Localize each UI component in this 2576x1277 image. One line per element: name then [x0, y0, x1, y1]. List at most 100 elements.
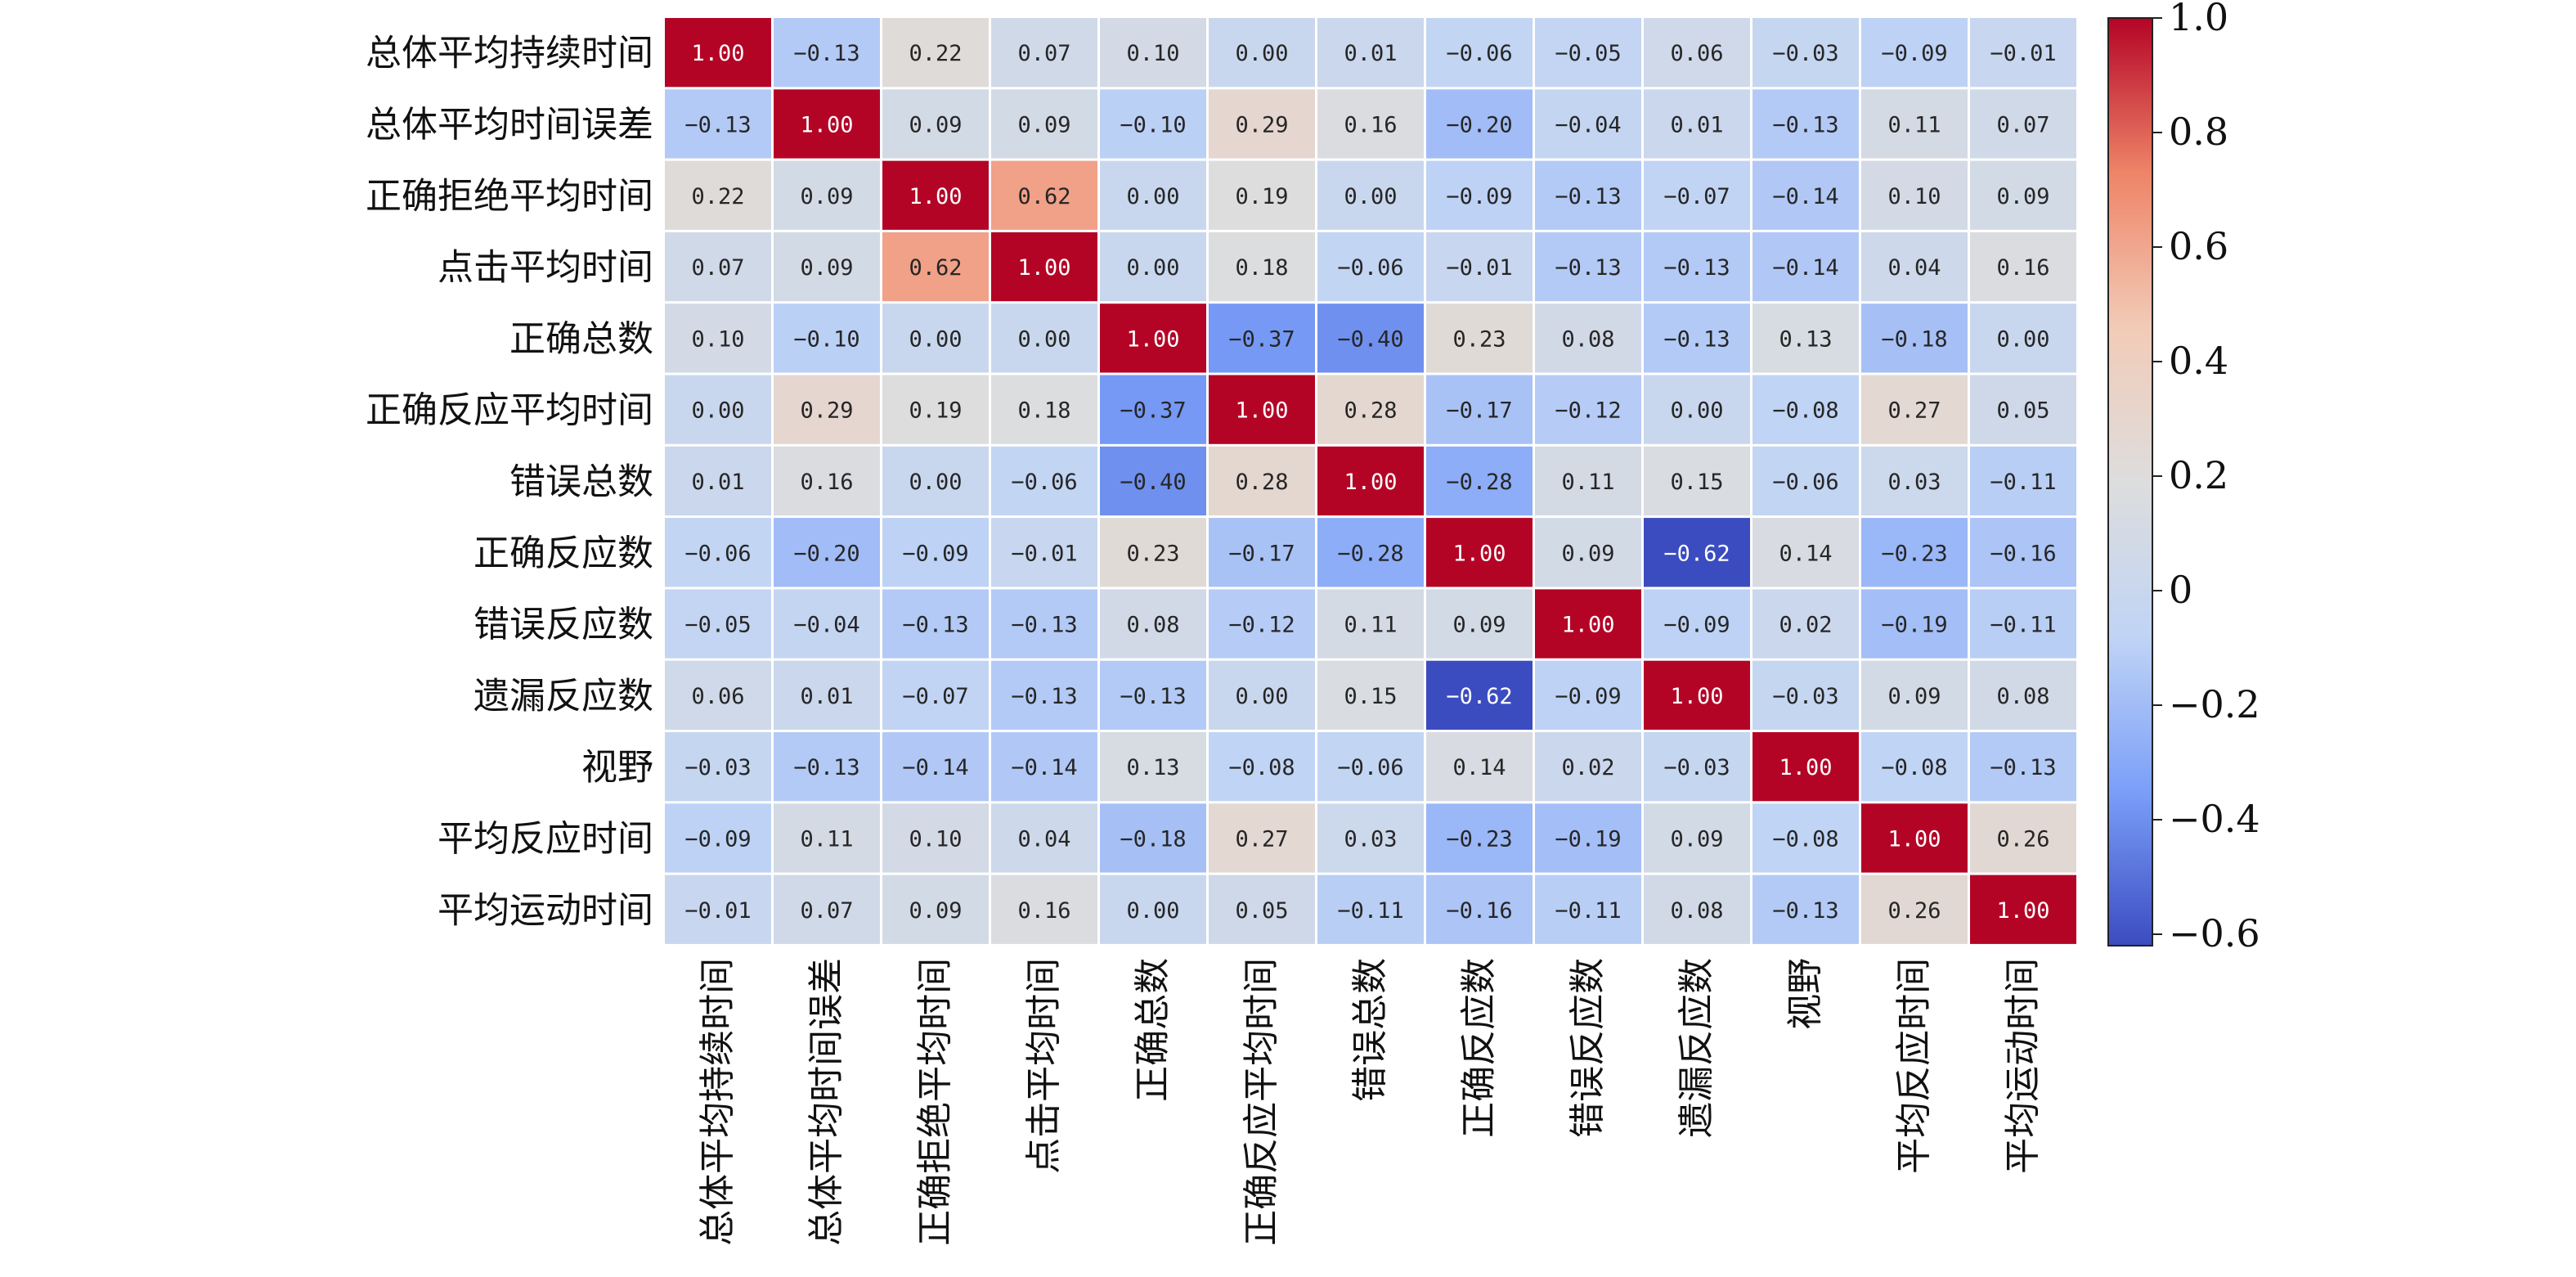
row-label: 总体平均时间误差: [366, 104, 653, 146]
heatmap-cell: [991, 232, 1097, 302]
cell-value-label: −0.04: [793, 613, 859, 638]
cell-value-label: 0.00: [909, 326, 962, 352]
cell-value-label: −0.05: [1555, 41, 1621, 66]
heatmap-cell: [1317, 660, 1424, 730]
heatmap-cell: [1209, 232, 1315, 302]
colorbar-tick-label: 0.6: [2169, 224, 2228, 268]
heatmap-cell: [1861, 160, 1968, 230]
cell-value-label: −0.11: [1337, 898, 1403, 924]
cell-value-label: 1.00: [1996, 898, 2049, 924]
cell-value-label: 0.29: [1235, 112, 1288, 137]
heatmap-cell: [665, 446, 771, 516]
cell-value-label: −0.13: [1663, 326, 1730, 352]
cell-value-label: 1.00: [800, 112, 853, 137]
heatmap-cell: [774, 875, 880, 944]
heatmap-cell: [1100, 660, 1206, 730]
heatmap-cell: [1861, 446, 1968, 516]
heatmap-cell: [665, 803, 771, 873]
cell-value-label: −0.06: [1772, 470, 1838, 495]
heatmap-cell: [1535, 18, 1641, 88]
cell-value-label: 0.29: [800, 398, 853, 424]
cell-value-label: −0.01: [684, 898, 751, 924]
heatmap-cell: [1861, 232, 1968, 302]
cell-value-label: −0.10: [1120, 112, 1186, 137]
column-label: 错误反应数: [1567, 958, 1609, 1138]
cell-value-label: 0.09: [1452, 613, 1506, 638]
heatmap-cell: [774, 232, 880, 302]
cell-value-label: −0.40: [1337, 326, 1403, 352]
row-label: 正确反应数: [473, 533, 653, 574]
cell-value-label: 0.01: [691, 470, 744, 495]
cell-value-label: −0.17: [1446, 398, 1512, 424]
heatmap-cell: [1100, 375, 1206, 444]
cell-value-label: 0.27: [1235, 826, 1288, 852]
cell-value-label: 0.09: [800, 255, 853, 281]
column-label: 视野: [1784, 958, 1826, 1030]
heatmap-cell: [882, 589, 989, 659]
row-label: 错误反应数: [473, 604, 653, 645]
cell-value-label: 0.00: [909, 470, 962, 495]
cell-value-label: −0.04: [1555, 112, 1621, 137]
cell-value-label: −0.28: [1446, 470, 1512, 495]
heatmap-cell: [1752, 18, 1859, 88]
cell-value-label: 0.08: [1996, 684, 2049, 709]
heatmap-cell: [1644, 232, 1750, 302]
cell-value-label: 0.08: [1126, 613, 1179, 638]
heatmap-cell: [1317, 732, 1424, 802]
cell-value-label: 0.09: [1670, 826, 1723, 852]
heatmap-cell: [1100, 589, 1206, 659]
heatmap-cell: [991, 803, 1097, 873]
heatmap-cell: [991, 375, 1097, 444]
cell-value-label: −0.19: [1555, 826, 1621, 852]
heatmap-cells: 1.00 −0.13 0.22 0.07 0.10 0.00 0.01 −0.06 −0.05 0…: [665, 18, 2076, 944]
cell-value-label: −0.08: [1772, 826, 1838, 852]
heatmap-cell: [1970, 446, 2076, 516]
heatmap-cell: [1861, 803, 1968, 873]
heatmap-cell: [882, 160, 989, 230]
cell-value-label: 0.16: [1996, 255, 2049, 281]
heatmap-cell: [1317, 232, 1424, 302]
cell-value-label: 0.23: [1126, 541, 1179, 566]
heatmap-cell: [774, 732, 880, 802]
cell-value-label: −0.18: [1120, 826, 1186, 852]
cell-value-label: −0.18: [1881, 326, 1947, 352]
heatmap-cell: [1861, 660, 1968, 730]
cell-value-label: −0.11: [1990, 470, 2056, 495]
cell-value-label: −0.20: [793, 541, 859, 566]
column-label: 遗漏反应数: [1676, 958, 1717, 1138]
heatmap-cell: [1426, 875, 1533, 944]
cell-value-label: −0.13: [1120, 684, 1186, 709]
row-label: 总体平均持续时间: [366, 33, 653, 74]
cell-value-label: 0.15: [1670, 470, 1723, 495]
column-label: 错误总数: [1349, 958, 1391, 1102]
heatmap-cell: [1426, 304, 1533, 373]
cell-value-label: −0.23: [1446, 826, 1512, 852]
column-label: 总体平均时间误差: [806, 958, 847, 1246]
heatmap-cell: [1535, 660, 1641, 730]
heatmap-cell: [1861, 518, 1968, 587]
cell-value-label: 0.10: [909, 826, 962, 852]
cell-value-label: −0.11: [1555, 898, 1621, 924]
cell-value-label: 0.00: [1996, 326, 2049, 352]
cell-value-label: 0.03: [1344, 826, 1397, 852]
heatmap-cell: [1426, 589, 1533, 659]
heatmap-cell: [1970, 304, 2076, 373]
heatmap-cell: [1752, 518, 1859, 587]
heatmap-cell: [1209, 589, 1315, 659]
cell-value-label: 0.05: [1235, 898, 1288, 924]
cell-value-label: −0.08: [1772, 398, 1838, 424]
heatmap-cell: [665, 732, 771, 802]
cell-value-label: 0.07: [691, 255, 744, 281]
cell-value-label: 0.00: [691, 398, 744, 424]
heatmap-cell: [1426, 732, 1533, 802]
heatmap-cell: [1535, 160, 1641, 230]
cell-value-label: −0.62: [1446, 684, 1512, 709]
column-label: 正确拒绝平均时间: [914, 958, 956, 1246]
cell-value-label: 0.07: [1017, 41, 1070, 66]
cell-value-label: 0.18: [1235, 255, 1288, 281]
heatmap-cell: [1752, 875, 1859, 944]
heatmap-cell: [1426, 89, 1533, 159]
cell-value-label: 0.07: [800, 898, 853, 924]
heatmap-cell: [774, 660, 880, 730]
heatmap-cell: [1209, 518, 1315, 587]
